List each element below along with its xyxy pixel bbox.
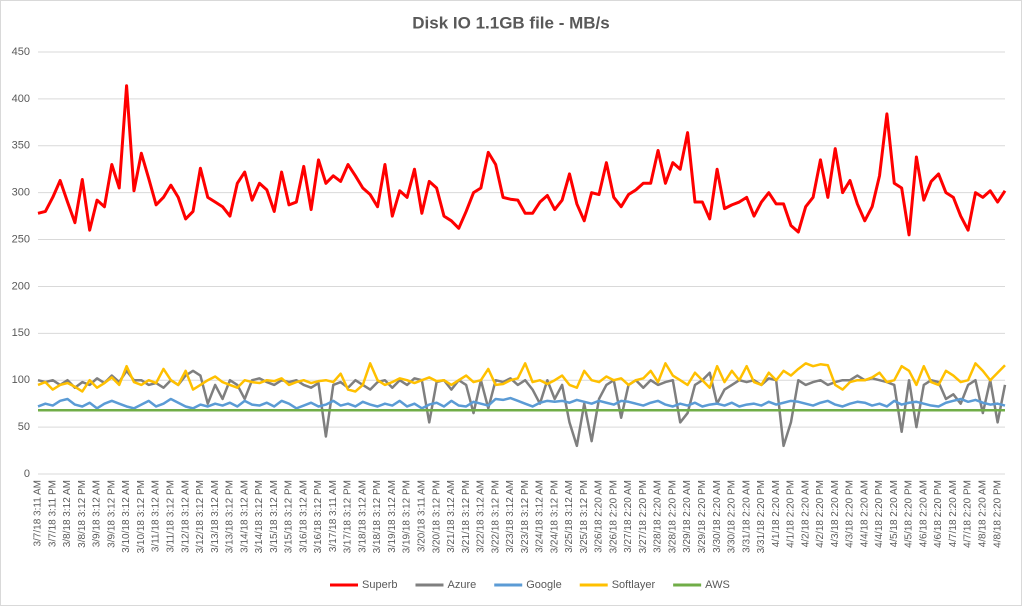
- x-tick-label: 3/15/18 3:12 PM: [284, 480, 295, 553]
- x-tick-label: 3/25/18 3:12 AM: [564, 480, 575, 553]
- x-tick-label: 3/20/18 3:11 AM: [416, 480, 427, 552]
- x-tick-label: 4/7/18 2:20 AM: [948, 480, 959, 547]
- x-tick-label: 3/26/18 2:20 AM: [594, 480, 605, 553]
- legend-label: Google: [526, 579, 561, 591]
- y-tick-label: 100: [12, 374, 30, 386]
- x-tick-label: 3/17/18 3:12 PM: [343, 480, 354, 553]
- x-tick-label: 4/2/18 2:20 PM: [815, 480, 826, 548]
- x-tick-label: 3/7/18 3:11 PM: [47, 480, 58, 547]
- y-tick-label: 150: [12, 327, 30, 339]
- x-tick-label: 4/7/18 2:20 PM: [963, 480, 974, 548]
- y-tick-label: 250: [12, 233, 30, 245]
- x-tick-label: 3/10/18 3:12 PM: [136, 480, 147, 553]
- x-tick-label: 3/27/18 2:20 PM: [638, 480, 649, 553]
- x-tick-label: 3/18/18 3:12 PM: [372, 480, 383, 553]
- x-tick-label: 3/11/18 3:12 AM: [151, 480, 162, 552]
- x-tick-label: 4/1/18 2:20 AM: [771, 480, 782, 547]
- x-tick-label: 4/1/18 2:20 PM: [786, 480, 797, 548]
- x-tick-label: 3/14/18 3:12 AM: [239, 480, 250, 553]
- x-tick-label: 3/17/18 3:11 AM: [328, 480, 339, 552]
- x-tick-label: 4/5/18 2:20 AM: [889, 480, 900, 547]
- series-line: [37, 396, 1006, 410]
- chart-title: Disk IO 1.1GB file - MB/s: [412, 13, 609, 32]
- x-tick-label: 3/16/18 3:12 AM: [298, 480, 309, 553]
- legend-label: Azure: [447, 579, 476, 591]
- x-tick-label: 3/13/18 3:12 AM: [210, 480, 221, 553]
- x-tick-label: 4/5/18 2:20 PM: [904, 480, 915, 548]
- x-tick-label: 3/20/18 3:12 PM: [431, 480, 442, 553]
- x-tick-label: 3/29/18 2:20 AM: [682, 480, 693, 553]
- x-tick-label: 3/21/18 3:12 PM: [461, 480, 472, 553]
- x-tick-label: 3/28/18 2:20 AM: [653, 480, 664, 553]
- x-tick-label: 3/11/18 3:12 PM: [166, 480, 177, 553]
- x-tick-label: 3/30/18 2:20 PM: [727, 480, 738, 553]
- x-tick-label: 3/9/18 3:12 AM: [92, 480, 103, 547]
- x-tick-label: 4/4/18 2:20 PM: [874, 480, 885, 548]
- x-tick-label: 3/15/18 3:12 AM: [269, 480, 280, 553]
- x-tick-label: 3/8/18 3:12 PM: [77, 480, 88, 548]
- x-tick-label: 3/24/18 3:12 PM: [549, 480, 560, 553]
- y-tick-label: 50: [18, 421, 30, 433]
- x-tick-label: 4/8/18 2:20 AM: [977, 480, 988, 547]
- legend-label: Superb: [362, 579, 397, 591]
- x-tick-label: 3/21/18 3:12 AM: [446, 480, 457, 553]
- x-tick-label: 3/26/18 2:20 PM: [608, 480, 619, 553]
- x-tick-label: 3/9/18 3:12 PM: [106, 480, 117, 548]
- x-tick-label: 4/8/18 2:20 PM: [992, 480, 1003, 548]
- x-tick-label: 3/23/18 3:12 AM: [505, 480, 516, 553]
- series-line: [37, 362, 1006, 393]
- x-tick-label: 3/28/18 2:20 PM: [667, 480, 678, 553]
- y-tick-label: 450: [12, 46, 30, 58]
- x-tick-label: 3/23/18 3:12 PM: [520, 480, 531, 553]
- x-tick-label: 3/27/18 2:20 AM: [623, 480, 634, 553]
- x-tick-label: 3/7/18 3:11 AM: [33, 480, 44, 547]
- x-tick-label: 4/3/18 2:20 PM: [845, 480, 856, 548]
- x-tick-label: 3/31/18 2:20 AM: [741, 480, 752, 553]
- x-tick-label: 3/13/18 3:12 PM: [225, 480, 236, 553]
- x-tick-label: 3/31/18 2:20 PM: [756, 480, 767, 553]
- x-tick-label: 3/30/18 2:20 AM: [712, 480, 723, 553]
- x-tick-label: 3/25/18 3:12 PM: [579, 480, 590, 553]
- x-tick-label: 3/22/18 3:12 PM: [490, 480, 501, 553]
- x-tick-label: 4/6/18 2:20 AM: [918, 480, 929, 547]
- x-tick-label: 4/6/18 2:20 PM: [933, 480, 944, 548]
- x-tick-label: 3/12/18 3:12 PM: [195, 480, 206, 553]
- x-tick-label: 3/19/18 3:12 PM: [402, 480, 413, 553]
- legend-label: Softlayer: [612, 579, 656, 591]
- y-tick-label: 300: [12, 187, 30, 199]
- x-tick-label: 3/18/18 3:12 AM: [357, 480, 368, 553]
- x-tick-label: 4/2/18 2:20 AM: [800, 480, 811, 547]
- x-tick-label: 4/3/18 2:20 AM: [830, 480, 841, 547]
- x-tick-label: 3/29/18 2:20 PM: [697, 480, 708, 553]
- y-tick-label: 200: [12, 280, 30, 292]
- x-tick-label: 3/10/18 3:12 AM: [121, 480, 132, 553]
- y-tick-label: 0: [24, 468, 30, 480]
- y-tick-label: 350: [12, 140, 30, 152]
- legend-label: AWS: [705, 579, 730, 591]
- x-tick-label: 3/16/18 3:12 PM: [313, 480, 324, 553]
- y-tick-label: 400: [12, 93, 30, 105]
- x-tick-label: 3/24/18 3:12 AM: [535, 480, 546, 553]
- x-tick-label: 3/22/18 3:12 AM: [476, 480, 487, 553]
- x-tick-label: 4/4/18 2:20 AM: [859, 480, 870, 547]
- x-tick-label: 3/14/18 3:12 PM: [254, 480, 265, 553]
- x-tick-label: 3/12/18 3:12 AM: [180, 480, 191, 553]
- series-line: [37, 369, 1007, 448]
- x-tick-label: 3/19/18 3:12 AM: [387, 480, 398, 553]
- series-line: [37, 84, 1007, 237]
- x-tick-label: 3/8/18 3:12 AM: [62, 480, 73, 547]
